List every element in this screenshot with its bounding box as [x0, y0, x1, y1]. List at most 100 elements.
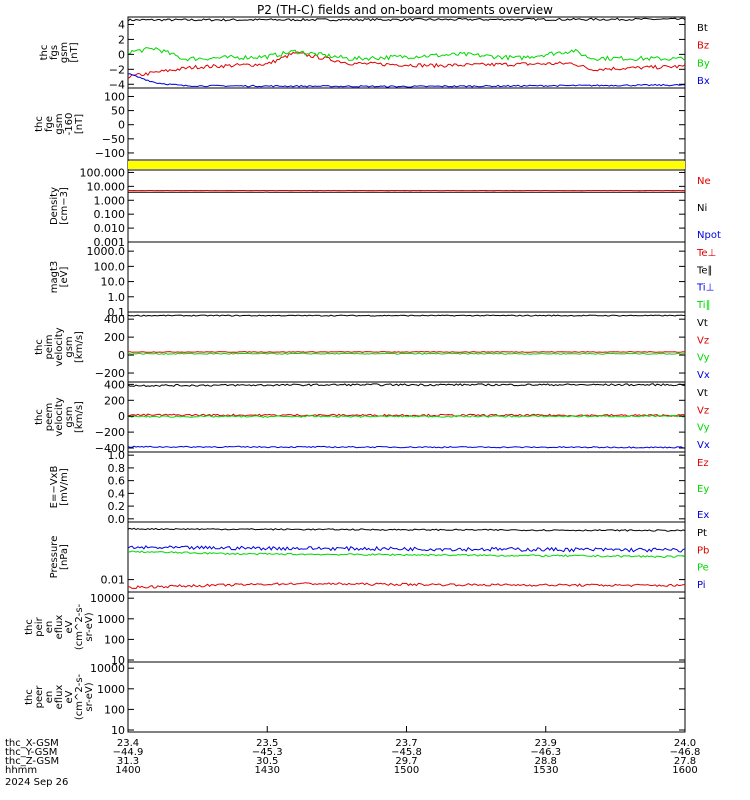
y-axis-label: gsm [59, 42, 70, 63]
x-tick-label: 1430 [255, 765, 280, 776]
series-pe [127, 550, 686, 558]
y-axis-label: Pressure [49, 536, 60, 579]
x-tick-label: 1500 [394, 765, 419, 776]
x-tick-label: 1400 [115, 765, 140, 776]
x-tick-label: −45.8 [391, 747, 422, 758]
panel-7: 1.00.80.60.40.20.0 E=−VxB [mV/m] Ez Ey Ex [49, 449, 709, 526]
legend-ey: Ey [697, 484, 709, 495]
legend-ex: Ex [697, 510, 709, 521]
series-by [127, 47, 686, 62]
series-bt [127, 17, 686, 22]
panel-8: 0.01 Pressure [nPa] Pt Pb Pe Pi [49, 521, 709, 593]
legend-pe: Pe [697, 563, 709, 574]
y-axis-label: [nT] [69, 42, 80, 62]
y-axis-label: velocity [54, 397, 65, 436]
series-vz [127, 351, 686, 353]
y-tick-label: 1.0 [108, 291, 126, 304]
y-axis-label: sr-eV) [84, 682, 95, 711]
y-axis-label: eV [64, 690, 75, 703]
y-tick-label: 4 [118, 18, 125, 31]
y-axis-label: thc [34, 116, 45, 132]
x-row-label: hhmm [5, 765, 37, 776]
series-vx [127, 445, 685, 449]
series-pb [127, 582, 686, 590]
y-tick-label: 0.1 [108, 306, 126, 319]
legend-npot: Npot [697, 230, 721, 241]
x-tick-label: 23.9 [535, 738, 557, 749]
series-pt [127, 527, 686, 532]
y-tick-label: 100 [104, 90, 125, 103]
legend-vy: Vy [697, 353, 710, 364]
y-axis-label: thc [39, 45, 50, 61]
legend-ti⊥: Ti⊥ [696, 283, 714, 294]
series-vt [127, 314, 686, 317]
y-axis-label: (cm^2-s- [74, 603, 85, 650]
legend-by: By [697, 58, 710, 69]
legend-ne: Ne [697, 176, 711, 187]
series-vt [127, 383, 685, 387]
legend-pb: Pb [697, 545, 709, 556]
y-axis-label: gsm [54, 113, 65, 134]
y-tick-label: 0.100 [94, 208, 126, 221]
y-axis-label: fgs [49, 45, 60, 60]
panel-frame [127, 169, 686, 243]
y-tick-label: 0.2 [108, 500, 126, 513]
panel-1: 100 500−50−100 thc fge gsm -160 [nT] [34, 87, 686, 161]
panel-frame [127, 661, 686, 733]
x-tick-label: −46.3 [530, 747, 561, 758]
y-tick-label: 10000 [90, 662, 125, 675]
legend-te∥: Te∥ [696, 265, 713, 276]
y-tick-label: 0.001 [94, 236, 126, 249]
x-tick-label: −46.8 [670, 747, 701, 758]
y-tick-label: 10 [111, 724, 125, 737]
panel-6: 400 200 0 −200 −400 thc peem velocity gsm [km/s] V… [34, 378, 710, 455]
y-tick-label: 100 [104, 633, 125, 646]
x-tick-label: 1530 [533, 765, 558, 776]
x-tick-label: 28.8 [535, 756, 557, 767]
y-tick-label: 0.4 [108, 487, 126, 500]
legend-bt: Bt [697, 23, 708, 34]
y-axis-label: thc [24, 619, 35, 635]
legend-vt: Vt [697, 318, 708, 329]
y-axis-label: peer [34, 685, 45, 709]
y-tick-label: 0 [118, 119, 125, 132]
y-tick-label: 10.000 [87, 180, 126, 193]
panel-frame [127, 311, 686, 383]
x-tick-label: 30.5 [256, 756, 278, 767]
x-axis-labels: thc_X-GSM 23.4 23.5 23.7 23.9 24.0 thc_Y-GSM −4… [5, 726, 700, 788]
y-axis-label: thc [34, 339, 45, 355]
y-axis-label: [nPa] [59, 544, 70, 570]
series-bx [127, 73, 686, 88]
y-axis-label: [mV/m] [59, 468, 70, 506]
y-axis-label: eflux [54, 615, 65, 640]
y-tick-label: −100 [95, 147, 125, 160]
series-vy [127, 414, 686, 418]
legend-vy: Vy [697, 423, 710, 434]
series-vz [127, 413, 686, 417]
y-tick-label: 0.01 [101, 574, 126, 587]
y-tick-label: 0 [118, 349, 125, 362]
legend-pt: Pt [697, 528, 707, 539]
y-tick-label: 10.0 [101, 276, 126, 289]
y-tick-label: 0.8 [108, 462, 126, 475]
y-axis-label: (cm^2-s- [74, 673, 85, 720]
y-tick-label: 0.0 [108, 513, 126, 526]
y-axis-label: velocity [54, 327, 65, 366]
y-axis-label: [cm−3] [59, 187, 70, 225]
panel-2 [127, 159, 686, 171]
y-tick-label: 10 [111, 654, 125, 667]
y-axis-label: eflux [54, 685, 65, 710]
y-tick-label: −4 [109, 78, 125, 91]
legend-ni: Ni [697, 203, 707, 214]
y-tick-label: −2 [109, 63, 125, 76]
y-tick-label: −50 [102, 133, 125, 146]
x-tick-label: 1600 [672, 765, 697, 776]
x-row-label: thc_Z-GSM [5, 756, 59, 767]
y-axis-label: [km/s] [74, 331, 85, 363]
panel-5: 400 200 0 −200 thc peim velocity gsm [km/s] Vt Vz V… [34, 311, 710, 383]
panel-0: 4 2 0 −2 −4 thc fgs gsm [nT] Bt Bz By Bx [39, 16, 710, 91]
y-axis-label: [km/s] [74, 401, 85, 433]
y-tick-label: 1.000 [94, 194, 126, 207]
y-tick-label: −200 [95, 426, 125, 439]
